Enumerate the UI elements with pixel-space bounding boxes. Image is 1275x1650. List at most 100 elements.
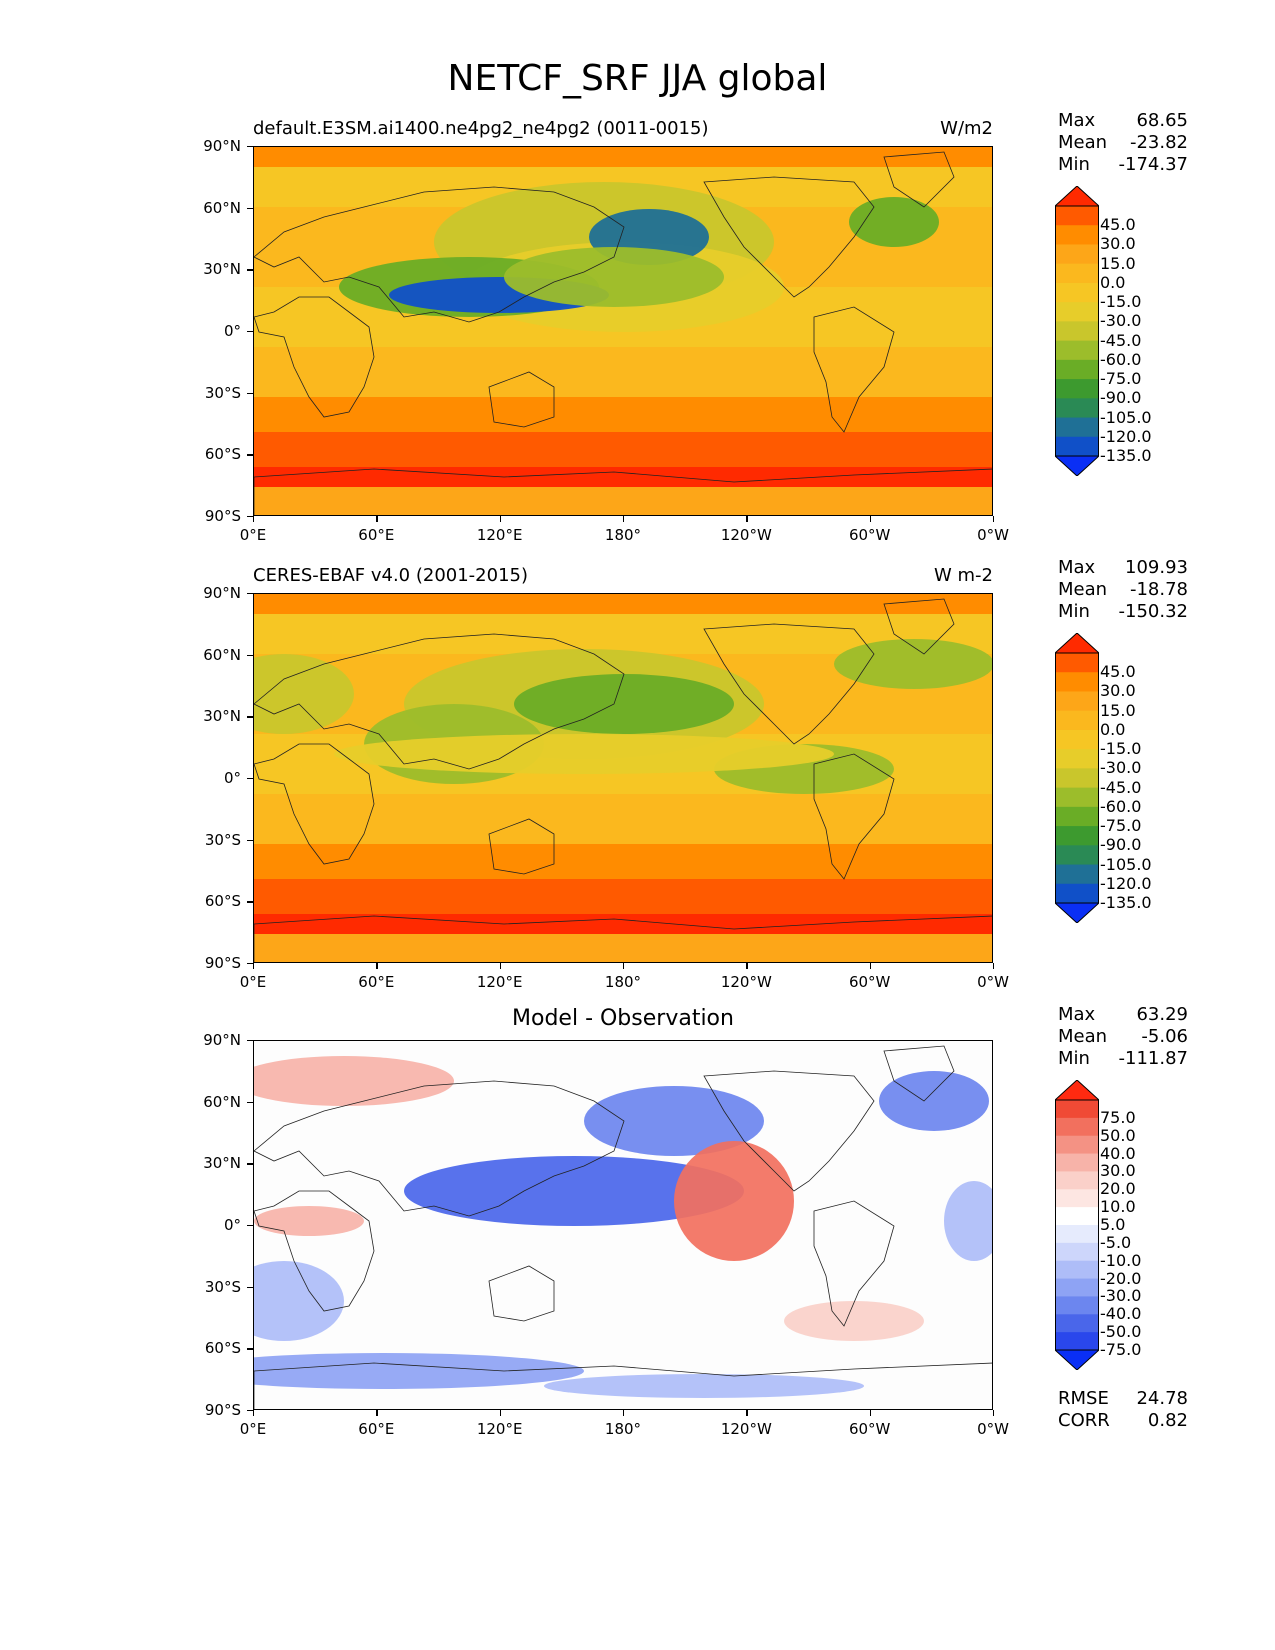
colorbar-extend-min bbox=[1053, 1349, 1101, 1371]
colorbar-segment bbox=[1055, 1153, 1099, 1172]
colorbar-segment bbox=[1055, 263, 1099, 284]
colorbar-tick-label: -30.0 bbox=[1100, 311, 1142, 331]
x-tick-mark bbox=[993, 963, 995, 969]
colorbar-segment bbox=[1055, 1171, 1099, 1190]
stat-key: CORR bbox=[1058, 1410, 1110, 1431]
colorbar-segment bbox=[1055, 379, 1099, 399]
stat-key: Mean bbox=[1058, 579, 1108, 600]
colorbar-segment bbox=[1055, 845, 1099, 866]
stat-value: 24.78 bbox=[1136, 1388, 1188, 1409]
stat-key: RMSE bbox=[1058, 1388, 1109, 1409]
figure-title: NETCF_SRF JJA global bbox=[447, 58, 828, 99]
colorbar-tick-label: -15.0 bbox=[1100, 739, 1142, 759]
y-tick-mark bbox=[247, 654, 253, 656]
colorbar-tick-label: -75.0 bbox=[1100, 369, 1142, 389]
y-tick-mark bbox=[247, 1163, 253, 1165]
x-tick-mark bbox=[499, 1410, 501, 1416]
y-tick-label: 90°S bbox=[204, 507, 241, 525]
colorbar-tick-label: 30.0 bbox=[1100, 234, 1136, 254]
colorbar-segment bbox=[1055, 1189, 1099, 1208]
colorbar-segment bbox=[1055, 653, 1099, 673]
colorbar-tick-label: -45.0 bbox=[1100, 777, 1142, 797]
x-tick-mark bbox=[376, 516, 378, 522]
panel-units: W/m2 bbox=[940, 118, 993, 139]
x-tick-label: 0°E bbox=[239, 526, 267, 544]
y-tick-label: 60°N bbox=[203, 198, 241, 217]
contour-field bbox=[254, 1041, 992, 1409]
colorbar-segment bbox=[1055, 340, 1099, 361]
x-tick-mark bbox=[623, 516, 625, 522]
colorbar-segment bbox=[1055, 729, 1099, 750]
y-tick-label: 60°N bbox=[203, 645, 241, 664]
colorbar-segment bbox=[1055, 1117, 1099, 1137]
y-tick-label: 60°N bbox=[203, 1092, 241, 1111]
x-tick-label: 180° bbox=[604, 526, 642, 544]
colorbar-segment bbox=[1055, 1296, 1099, 1315]
y-tick-label: 90°N bbox=[203, 584, 241, 602]
stat-value: -174.37 bbox=[1118, 154, 1188, 175]
panel-left-title: default.E3SM.ai1400.ne4pg2_ne4pg2 (0011-… bbox=[253, 118, 709, 139]
panel-left-title: CERES-EBAF v4.0 (2001-2015) bbox=[253, 565, 529, 586]
stat-row: Mean -18.78 bbox=[1058, 579, 1188, 600]
y-tick-mark bbox=[247, 1348, 253, 1350]
stat-row: Mean -23.82 bbox=[1058, 132, 1188, 153]
colorbar-segment bbox=[1055, 1260, 1099, 1280]
stat-value: 68.65 bbox=[1136, 110, 1188, 131]
colorbar-extend-max bbox=[1053, 1079, 1101, 1101]
colorbar-tick-label: -135.0 bbox=[1100, 446, 1152, 465]
x-tick-mark bbox=[746, 1410, 748, 1416]
colorbar bbox=[1053, 185, 1101, 477]
y-tick-mark bbox=[247, 1225, 253, 1227]
x-tick-label: 60°E bbox=[358, 526, 395, 544]
panel-center-title: Model - Observation bbox=[512, 1006, 734, 1031]
x-tick-mark bbox=[499, 516, 501, 522]
x-tick-label: 60°E bbox=[358, 1420, 395, 1438]
colorbar-segment bbox=[1055, 1314, 1099, 1333]
colorbar-segment bbox=[1055, 864, 1099, 885]
colorbar-segment bbox=[1055, 672, 1099, 692]
x-tick-label: 0°W bbox=[977, 1420, 1009, 1438]
colorbar-tick-label: -90.0 bbox=[1100, 835, 1142, 855]
y-tick-label: 90°N bbox=[203, 137, 241, 155]
colorbar-tick-label: 20.0 bbox=[1100, 1179, 1136, 1199]
colorbar-segment bbox=[1055, 826, 1099, 846]
stat-key: Mean bbox=[1058, 1026, 1108, 1047]
colorbar-segment bbox=[1055, 1332, 1099, 1351]
colorbar-segment bbox=[1055, 749, 1099, 769]
x-tick-mark bbox=[623, 1410, 625, 1416]
colorbar-tick-label: -10.0 bbox=[1100, 1250, 1142, 1270]
y-tick-label: 0° bbox=[223, 322, 241, 340]
stat-key: Min bbox=[1058, 1048, 1090, 1069]
colorbar-segment bbox=[1055, 436, 1099, 457]
map-panel bbox=[253, 1040, 993, 1410]
y-tick-label: 0° bbox=[223, 1216, 241, 1234]
stat-key: Min bbox=[1058, 154, 1090, 175]
colorbar-segment bbox=[1055, 282, 1099, 303]
colorbar-segment bbox=[1055, 787, 1099, 808]
colorbar-segment bbox=[1055, 1100, 1099, 1119]
colorbar-segment bbox=[1055, 1242, 1099, 1262]
stat-row: CORR 0.82 bbox=[1058, 1410, 1188, 1431]
colorbar-segment bbox=[1055, 806, 1099, 827]
y-tick-mark bbox=[247, 1040, 253, 1042]
stat-value: -150.32 bbox=[1118, 601, 1188, 622]
y-tick-mark bbox=[247, 516, 253, 518]
contour-field bbox=[254, 147, 992, 515]
colorbar-segment bbox=[1055, 359, 1099, 380]
y-tick-mark bbox=[247, 839, 253, 841]
x-tick-label: 180° bbox=[604, 1420, 642, 1438]
y-tick-mark bbox=[247, 593, 253, 595]
colorbar-tick-label: 0.0 bbox=[1100, 719, 1126, 739]
x-tick-label: 120°E bbox=[476, 526, 523, 544]
colorbar-tick-label: 30.0 bbox=[1100, 1161, 1136, 1181]
y-tick-label: 30°N bbox=[203, 260, 241, 279]
y-tick-label: 90°S bbox=[204, 954, 241, 972]
colorbar-tick-label: 30.0 bbox=[1100, 681, 1136, 701]
x-tick-label: 0°W bbox=[977, 973, 1009, 991]
y-tick-mark bbox=[247, 1101, 253, 1103]
y-tick-mark bbox=[247, 1286, 253, 1288]
colorbar-tick-label: -30.0 bbox=[1100, 1286, 1142, 1306]
x-tick-mark bbox=[993, 516, 995, 522]
colorbar-tick-label: -75.0 bbox=[1100, 1340, 1142, 1359]
y-tick-mark bbox=[247, 454, 253, 456]
